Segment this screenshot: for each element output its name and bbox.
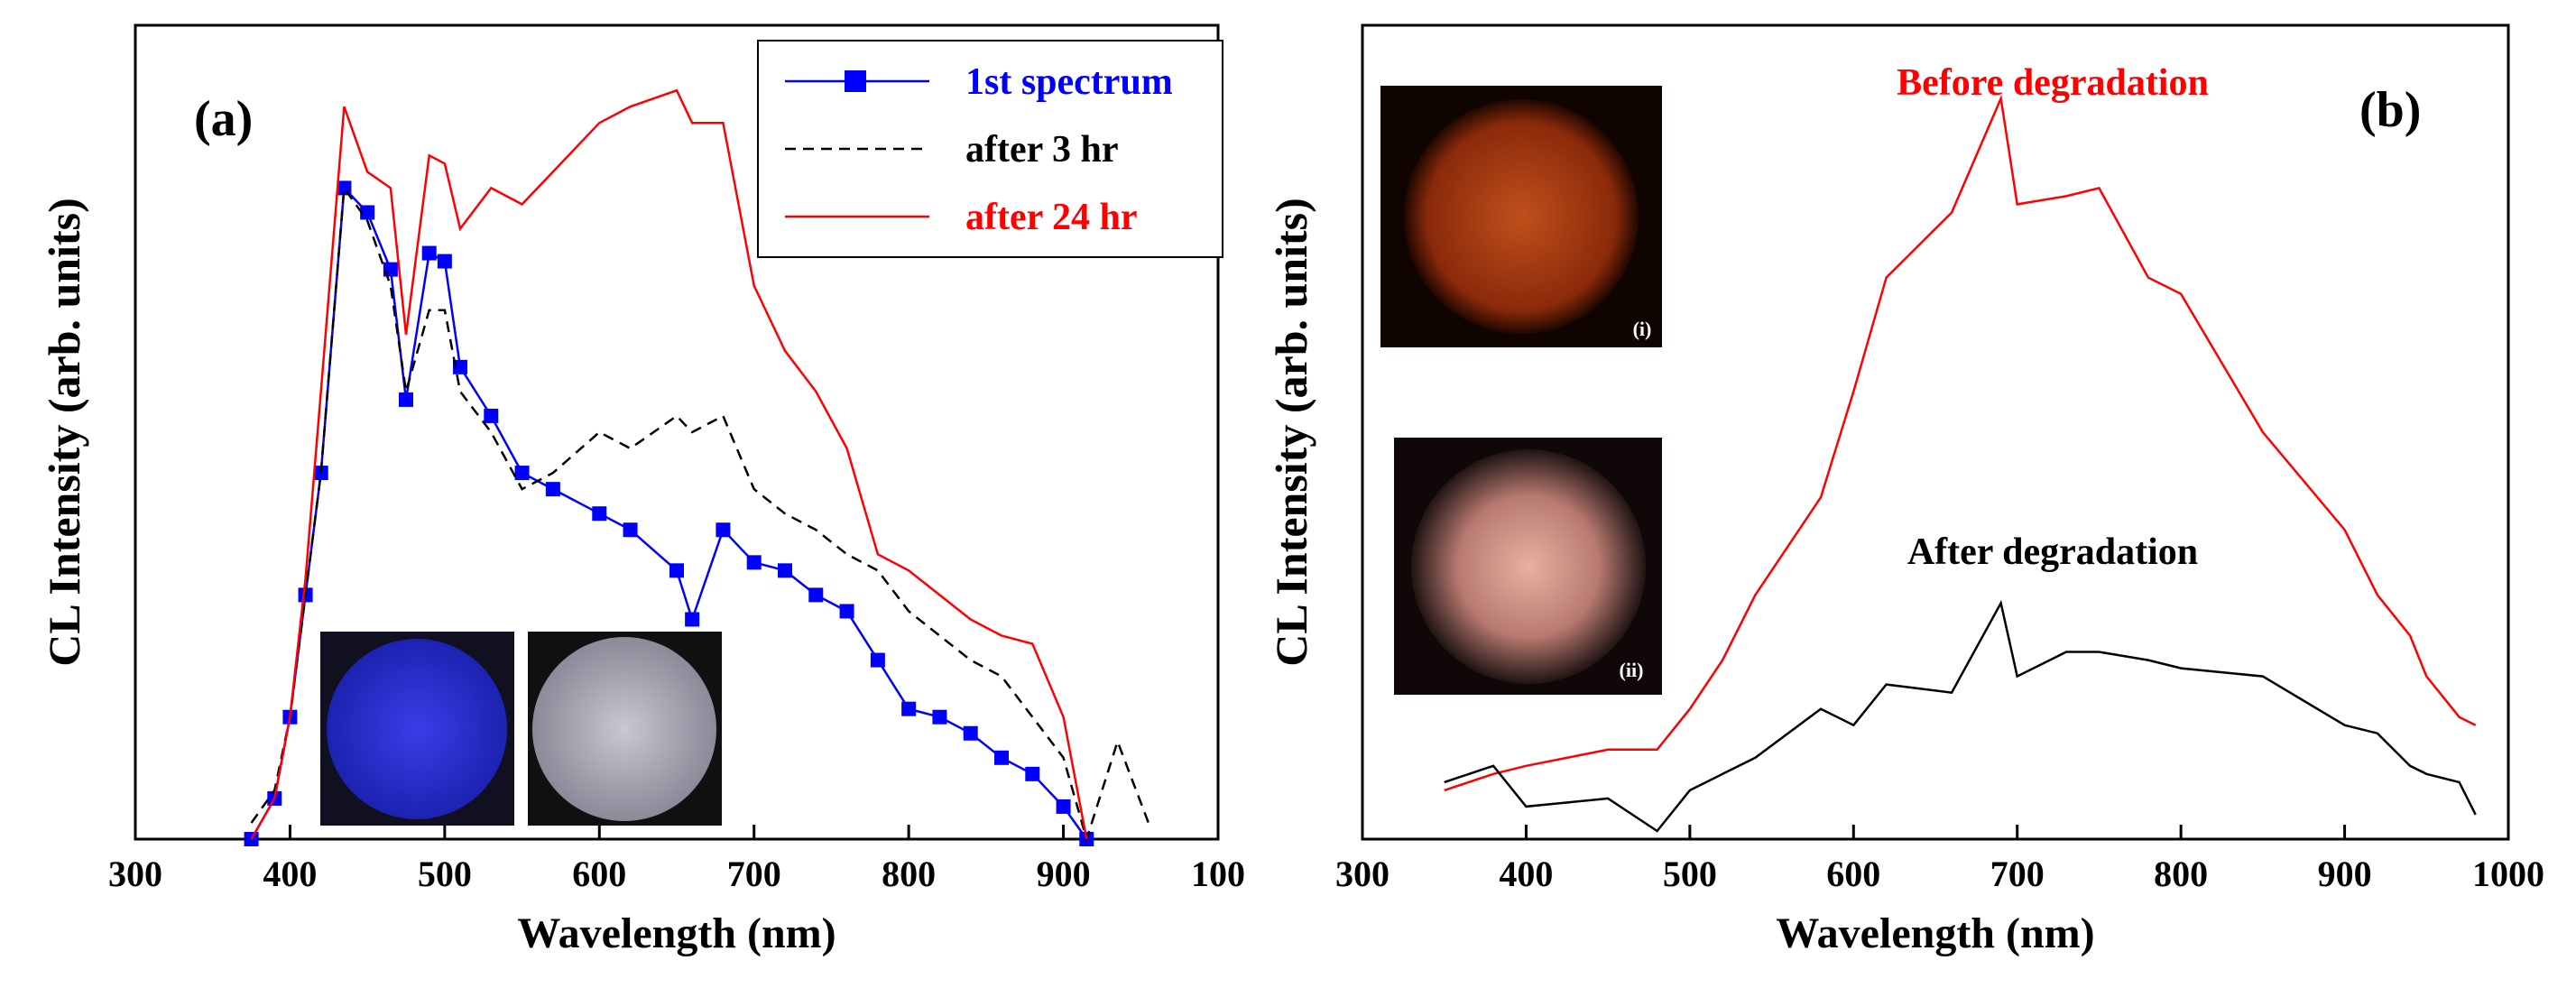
marker — [453, 359, 467, 374]
marker — [932, 709, 947, 725]
marker — [484, 408, 499, 423]
x-tick-label: 800 — [2154, 854, 2208, 894]
series-line — [1444, 599, 2477, 833]
legend-marker — [845, 70, 866, 92]
x-tick-label: 500 — [1663, 854, 1717, 894]
series-label: Before degradation — [1897, 62, 2209, 104]
legend-label: after 3 hr — [965, 129, 1119, 171]
marker — [514, 466, 530, 481]
marker — [669, 563, 684, 578]
marker — [901, 701, 917, 716]
legend-box — [757, 40, 1223, 258]
marker — [437, 254, 452, 269]
marker — [1025, 766, 1040, 781]
x-tick-label: 600 — [1826, 854, 1880, 894]
marker — [746, 555, 762, 570]
marker — [963, 725, 978, 741]
x-tick-label: 300 — [1335, 854, 1390, 894]
plot-frame — [134, 23, 1220, 841]
series-line — [250, 88, 1088, 840]
marker — [623, 522, 638, 538]
marker — [994, 750, 1009, 765]
marker — [399, 392, 413, 407]
legend-label: 1st spectrum — [965, 61, 1173, 103]
x-tick-label: 500 — [418, 854, 472, 894]
marker — [244, 832, 259, 846]
x-tick-label: 900 — [1037, 854, 1091, 894]
x-tick-label: 400 — [1499, 854, 1553, 894]
marker — [870, 652, 885, 668]
legend-label: after 24 hr — [965, 197, 1138, 238]
inset-label: (i) — [1633, 318, 1652, 340]
plot-frame — [1361, 23, 2510, 841]
marker — [716, 522, 731, 538]
y-axis-label: CL Intensity (arb. units) — [1266, 198, 1316, 667]
x-tick-label: 800 — [882, 854, 936, 894]
x-tick-label: 700 — [1990, 854, 2045, 894]
series-line — [1444, 94, 2477, 792]
marker — [778, 563, 792, 578]
x-tick-label: 400 — [263, 854, 317, 894]
marker — [685, 612, 700, 627]
inset-label: (ii) — [1620, 659, 1644, 681]
x-tick-label: 100 — [1191, 854, 1245, 894]
y-axis-label: CL Intensity (arb. units) — [39, 198, 89, 667]
marker — [592, 506, 607, 522]
inset-photos — [320, 86, 1662, 826]
marker — [808, 587, 824, 603]
x-axis-label: Wavelength (nm) — [1776, 910, 2094, 957]
marker — [360, 205, 375, 220]
marker — [1056, 799, 1071, 814]
x-tick-label: 300 — [108, 854, 162, 894]
series-line — [250, 184, 1150, 844]
marker — [421, 245, 437, 261]
marker — [545, 482, 560, 497]
series-label: After degradation — [1907, 531, 2198, 573]
x-axis-label: Wavelength (nm) — [517, 910, 836, 957]
x-tick-label: 900 — [2318, 854, 2372, 894]
x-tick-label: 1000 — [2472, 854, 2544, 894]
panel-label: (b) — [2359, 82, 2421, 138]
panel-label: (a) — [194, 91, 253, 147]
marker — [839, 604, 854, 619]
x-tick-label: 600 — [572, 854, 626, 894]
x-tick-label: 700 — [727, 854, 781, 894]
